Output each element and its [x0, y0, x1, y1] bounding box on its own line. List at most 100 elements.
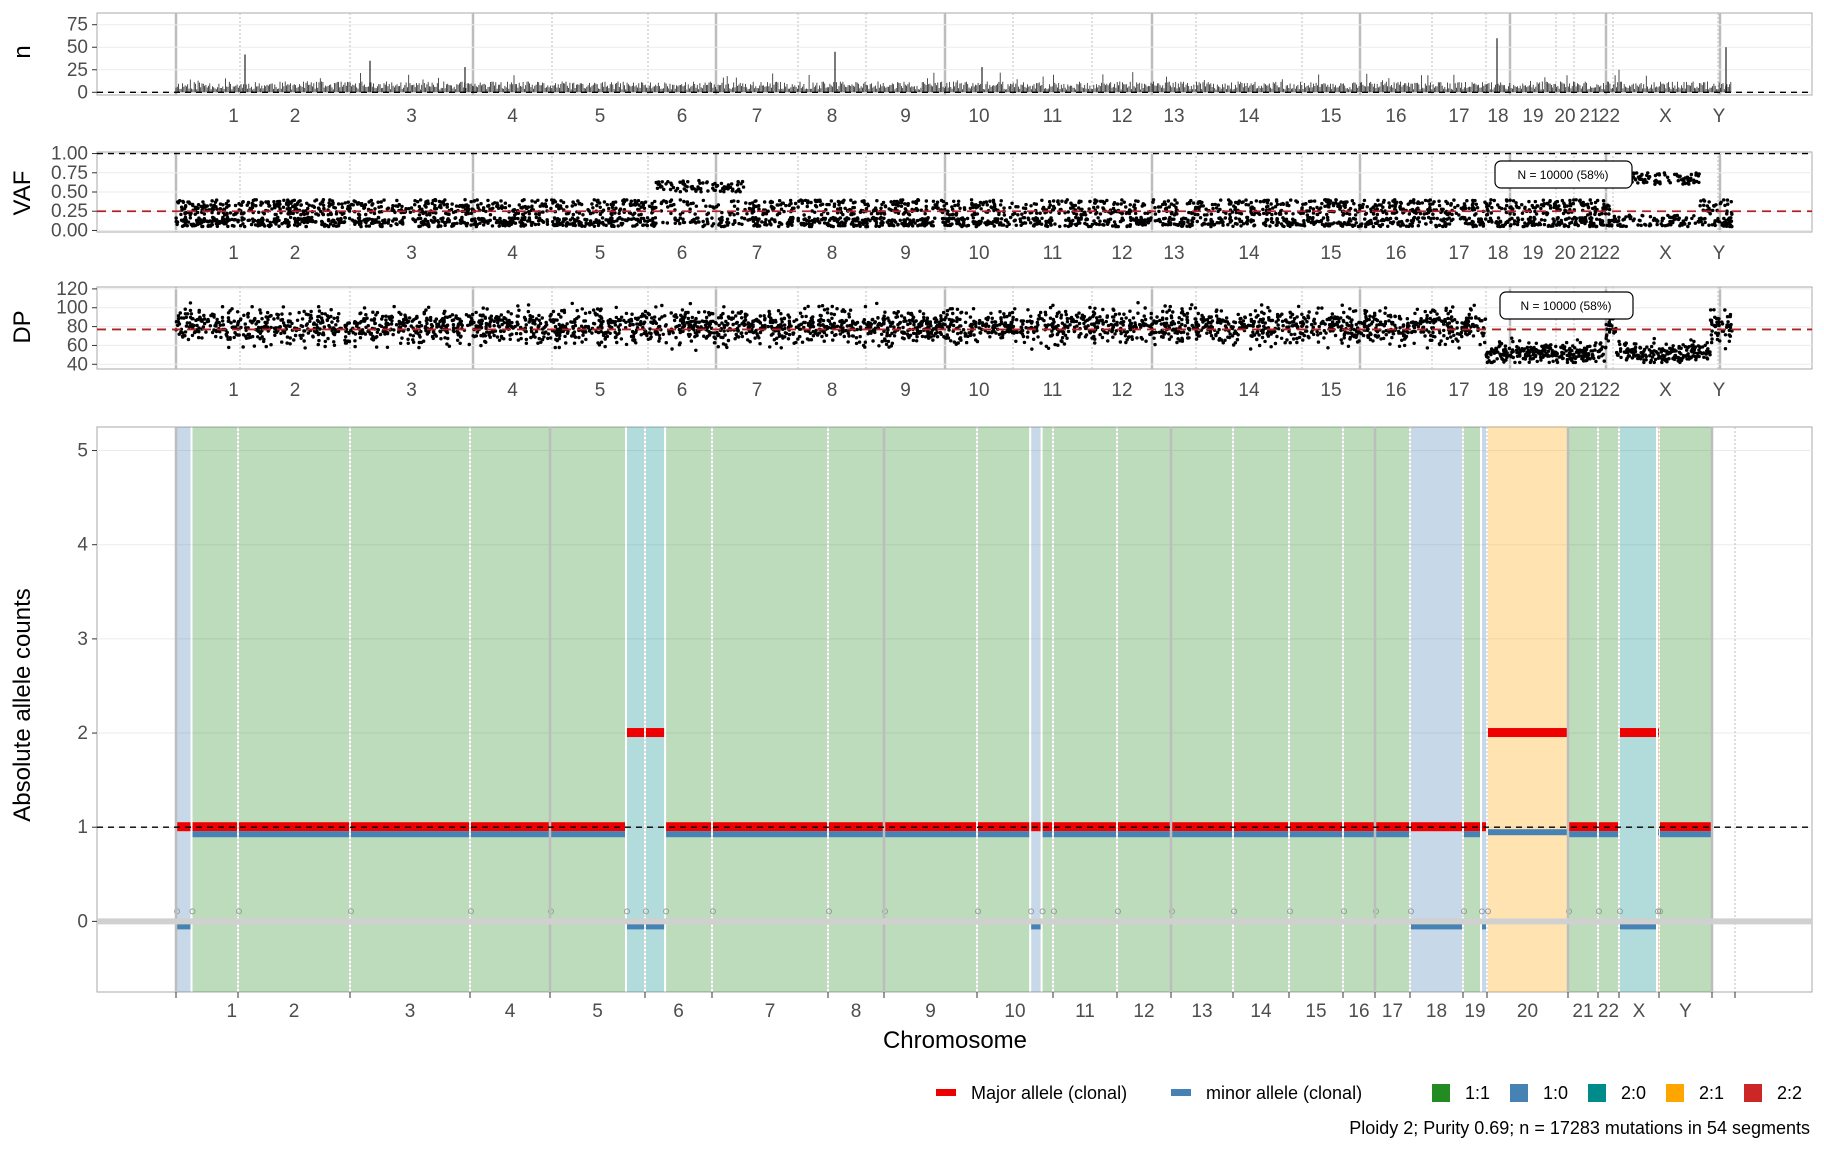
minor-allele-segment [1344, 831, 1374, 838]
minor-allele-segment [1599, 831, 1618, 838]
dp-tick-label: 120 [56, 279, 88, 300]
legend-label-1-0: 1:0 [1543, 1083, 1568, 1103]
n-tick-label: 0 [77, 82, 88, 103]
minor-allele-segment [885, 831, 976, 838]
minor-allele-segment [1482, 923, 1486, 930]
n-tick-label: 50 [67, 37, 88, 58]
breakpoint-marker [189, 908, 196, 915]
chromosome-label-2: 2 [290, 243, 301, 264]
chromosome-label-22: 22 [1599, 380, 1620, 401]
chromosome-label-13: 13 [1163, 243, 1184, 264]
chromosome-label-18: 18 [1426, 1001, 1447, 1022]
chromosome-label-15: 15 [1320, 106, 1341, 127]
minor-allele-segment [1464, 831, 1480, 838]
major-allele-segment [1488, 728, 1567, 738]
legend-swatch-2-1 [1666, 1084, 1684, 1102]
chromosome-label-8: 8 [851, 1001, 862, 1022]
legend-label-2-0: 2:0 [1621, 1083, 1646, 1103]
minor-allele-segment [177, 923, 191, 930]
chromosome-label-7: 7 [752, 380, 763, 401]
chromosome-label-9: 9 [900, 106, 911, 127]
breakpoint-marker [975, 908, 981, 915]
chromosome-label-12: 12 [1133, 1001, 1154, 1022]
legend: Major allele (clonal) minor allele (clon… [936, 1083, 1802, 1103]
segment-band-1-1 [1344, 427, 1374, 992]
major-allele-segment [646, 728, 665, 738]
major-allele-segment [471, 822, 549, 832]
chromosome-label-5: 5 [595, 243, 606, 264]
minor-allele-segment [1620, 923, 1656, 930]
breakpoint-marker [1617, 908, 1623, 915]
vaf-count-badge: N = 10000 (58%) [1494, 160, 1633, 189]
chromosome-label-9: 9 [900, 243, 911, 264]
breakpoint-marker [1479, 908, 1485, 915]
major-allele-segment [885, 822, 976, 832]
chromosome-label-1: 1 [228, 243, 239, 264]
legend-minor-label: minor allele (clonal) [1206, 1083, 1362, 1103]
chromosome-label-9: 9 [925, 1001, 936, 1022]
chromosome-label-13: 13 [1191, 1001, 1212, 1022]
major-allele-segment [1290, 822, 1342, 832]
chromosome-label-2: 2 [290, 380, 301, 401]
chromosome-label-21: 21 [1579, 243, 1600, 264]
major-allele-segment [666, 822, 711, 832]
chromosome-label-7: 7 [752, 243, 763, 264]
segment-band-1-0 [1482, 427, 1486, 992]
chromosome-label-X: X [1659, 243, 1672, 264]
chromosome-label-17: 17 [1448, 106, 1469, 127]
major-allele-segment [1376, 822, 1409, 832]
chromosome-label-17: 17 [1448, 380, 1469, 401]
breakpoint-marker [1231, 908, 1237, 915]
segment-band-1-0 [1411, 427, 1462, 992]
breakpoint-marker [1028, 908, 1035, 915]
chromosome-label-Y: Y [1713, 380, 1726, 401]
breakpoint-marker [236, 908, 242, 915]
breakpoint-marker [624, 908, 630, 915]
chromosome-label-7: 7 [765, 1001, 776, 1022]
chromosome-label-6: 6 [677, 243, 688, 264]
minor-allele-segment [1042, 831, 1052, 838]
chromosome-label-2: 2 [289, 1001, 300, 1022]
vaf-tick-label: 0.50 [51, 182, 88, 203]
segment-band-1-0 [1031, 427, 1041, 992]
chromosome-label-4: 4 [507, 380, 518, 401]
chromosome-label-13: 13 [1163, 106, 1184, 127]
chromosome-label-18: 18 [1487, 243, 1508, 264]
breakpoint-marker [643, 908, 649, 915]
breakpoint-marker [1596, 908, 1602, 915]
chromosome-label-8: 8 [827, 106, 838, 127]
chromosome-label-15: 15 [1320, 380, 1341, 401]
chromosome-label-3: 3 [405, 1001, 416, 1022]
chromosome-label-21: 21 [1572, 1001, 1593, 1022]
chromosome-label-14: 14 [1238, 380, 1260, 401]
legend-major-label: Major allele (clonal) [971, 1083, 1127, 1103]
chromosome-label-1: 1 [227, 1001, 238, 1022]
segment-band-1-1 [1660, 427, 1711, 992]
legend-label-1-1: 1:1 [1465, 1083, 1490, 1103]
svg-text:N = 10000 (58%): N = 10000 (58%) [1520, 299, 1611, 313]
breakpoint-marker [1485, 908, 1491, 915]
dp-tick-label: 40 [67, 354, 88, 375]
dp-count-badge: N = 10000 (58%) [1499, 291, 1634, 320]
chromosome-label-10: 10 [968, 380, 989, 401]
minor-allele-segment [646, 923, 665, 930]
chromosome-label-10: 10 [968, 106, 989, 127]
chromosome-label-21: 21 [1579, 380, 1600, 401]
major-allele-segment [1234, 822, 1288, 832]
chromosome-label-8: 8 [827, 243, 838, 264]
chromosome-label-X: X [1659, 106, 1672, 127]
major-allele-segment [1054, 822, 1116, 832]
chromosome-label-11: 11 [1043, 243, 1063, 264]
chromosome-label-7: 7 [752, 106, 763, 127]
breakpoint-marker [1039, 908, 1046, 915]
minor-allele-segment [713, 831, 827, 838]
legend-swatch-1-0 [1510, 1084, 1528, 1102]
segment-band-1-1 [713, 427, 827, 992]
minor-allele-segment [1031, 923, 1041, 930]
major-allele-segment [192, 822, 237, 832]
minor-allele-segment [1118, 831, 1170, 838]
chromosome-label-14: 14 [1238, 243, 1260, 264]
chromosome-label-20: 20 [1517, 1001, 1538, 1022]
chromosome-label-4: 4 [507, 243, 518, 264]
minor-allele-segment [1569, 831, 1597, 838]
